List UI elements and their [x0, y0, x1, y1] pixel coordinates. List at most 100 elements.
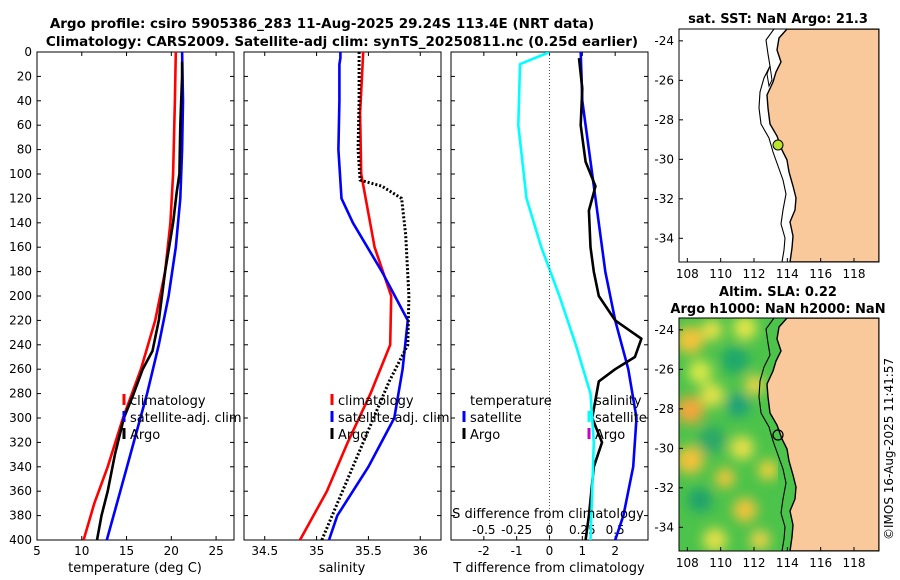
- x-tick-label: -2: [478, 544, 490, 558]
- temperature-axes: [36, 51, 235, 541]
- sst-map-title: sat. SST: NaN Argo: 21.3: [688, 12, 868, 27]
- footer-timestamp: ©IMOS 16-Aug-2025 11:41:57: [882, 358, 896, 540]
- x-tick-label: 5: [33, 544, 41, 558]
- y-tick-label: 340: [9, 460, 32, 474]
- series-argo: [320, 52, 411, 540]
- map-y-tick-label: -34: [654, 520, 674, 534]
- y-tick-label: 20: [17, 69, 32, 83]
- legend-label-argo: Argo: [338, 428, 368, 443]
- legend-label-s-argo: Argo: [595, 428, 625, 443]
- map-x-tick-label: 112: [743, 267, 766, 281]
- series-climatology: [82, 52, 178, 540]
- temperature-series-group: [82, 52, 185, 540]
- salinity-xlabel: salinity: [319, 561, 366, 576]
- map-y-tick-label: -24: [654, 323, 674, 337]
- shelf-contour: [758, 318, 787, 551]
- legend-label-s-satellite: satellite: [595, 411, 647, 426]
- y-tick-label: 180: [9, 265, 32, 279]
- argo-marker-sst: [772, 139, 784, 151]
- legend-title-salinity: salinity: [595, 394, 642, 409]
- y-tick-label: 380: [9, 509, 32, 523]
- x-tick-label: 10: [74, 544, 89, 558]
- y-tick-label: 80: [17, 143, 32, 157]
- y-tick-label: 260: [9, 362, 32, 376]
- y-tick-label: 280: [9, 387, 32, 401]
- map-y-tick-label: -28: [654, 402, 674, 416]
- x-tick-label: 20: [164, 544, 179, 558]
- sla-map-frame: [678, 317, 880, 552]
- map-y-tick-label: -24: [654, 34, 674, 48]
- temperature-legend: climatology satellite-adj. clim Argo: [122, 394, 242, 443]
- difference-legend: temperature satellite Argo salinity sate…: [462, 394, 647, 443]
- difference-series-group: [517, 52, 643, 540]
- map-x-tick-label: 108: [676, 267, 699, 281]
- map-x-tick-label: 110: [709, 267, 732, 281]
- y-tick-label: 320: [9, 435, 32, 449]
- x-tick-label: 0: [546, 544, 554, 558]
- x-tick-label: 15: [119, 544, 134, 558]
- series-satellite-adj-clim: [105, 52, 185, 540]
- legend-label-t-satellite: satellite: [470, 411, 522, 426]
- s-tick-label: -0.5: [472, 523, 495, 537]
- map-x-tick-label: 110: [709, 556, 732, 570]
- argo-marker-sla: [772, 429, 784, 441]
- x-tick-label: 34.5: [251, 544, 278, 558]
- map-y-tick-label: -28: [654, 113, 674, 127]
- map-x-tick-label: 118: [843, 267, 866, 281]
- x-tick-label: 36: [413, 544, 428, 558]
- y-tick-label: 0: [24, 45, 32, 59]
- figure-title-line1: Argo profile: csiro 5905386_283 11-Aug-2…: [50, 16, 594, 32]
- series-s-satellite: [517, 52, 596, 540]
- y-tick-label: 220: [9, 313, 32, 327]
- salinity-legend: climatology satellite-adj. clim Argo: [330, 394, 450, 443]
- legend-label-climatology: climatology: [338, 394, 414, 409]
- map-y-tick-label: -26: [654, 73, 674, 87]
- map-x-tick-label: 108: [676, 556, 699, 570]
- x-tick-label: 35.5: [355, 544, 382, 558]
- legend-title-temperature: temperature: [470, 394, 552, 409]
- map-y-tick-label: -32: [654, 192, 674, 206]
- y-tick-label: 60: [17, 118, 32, 132]
- sla-map: [679, 318, 879, 551]
- y-tick-label: 100: [9, 167, 32, 181]
- map-x-tick-label: 114: [776, 267, 799, 281]
- temperature-xlabel: temperature (deg C): [68, 561, 202, 576]
- sla-map-title2: Argo h1000: NaN h2000: NaN: [670, 302, 885, 317]
- y-tick-label: 400: [9, 533, 32, 547]
- y-tick-label: 120: [9, 191, 32, 205]
- map-x-tick-label: 114: [776, 556, 799, 570]
- s-tick-label: -0.25: [501, 523, 532, 537]
- s-tick-label: 0.25: [569, 523, 596, 537]
- difference-xlabel: T difference from climatology: [452, 561, 645, 576]
- land-australia: [766, 29, 879, 262]
- y-tick-label: 240: [9, 338, 32, 352]
- series-t-satellite: [579, 52, 638, 540]
- salinity-axes: [243, 51, 442, 541]
- map-y-tick-label: -30: [654, 441, 674, 455]
- shelf-contour: [758, 29, 787, 262]
- map-x-tick-label: 112: [743, 556, 766, 570]
- y-tick-label: 200: [9, 289, 32, 303]
- y-tick-label: 360: [9, 484, 32, 498]
- salinity-series-group: [298, 52, 411, 540]
- x-tick-label: 1: [579, 544, 587, 558]
- series-argo: [95, 61, 184, 540]
- sla-map-title1: Altim. SLA: 0.22: [719, 285, 837, 300]
- map-y-tick-label: -26: [654, 362, 674, 376]
- map-x-tick-label: 116: [809, 556, 832, 570]
- y-tick-label: 40: [17, 94, 32, 108]
- series-climatology: [298, 52, 393, 540]
- sst-map: [679, 29, 879, 262]
- y-tick-label: 300: [9, 411, 32, 425]
- legend-label-argo: Argo: [130, 428, 160, 443]
- legend-label-satellite: satellite-adj. clim: [130, 411, 242, 426]
- land-australia: [766, 318, 879, 551]
- x-tick-label: 2: [611, 544, 619, 558]
- sst-map-frame: [678, 28, 880, 263]
- figure-title-line2: Climatology: CARS2009. Satellite-adj cli…: [46, 34, 638, 50]
- s-difference-label: S difference from climatology: [452, 507, 644, 522]
- s-tick-label: 0.5: [606, 523, 625, 537]
- map-y-tick-label: -34: [654, 231, 674, 245]
- map-y-tick-label: -30: [654, 152, 674, 166]
